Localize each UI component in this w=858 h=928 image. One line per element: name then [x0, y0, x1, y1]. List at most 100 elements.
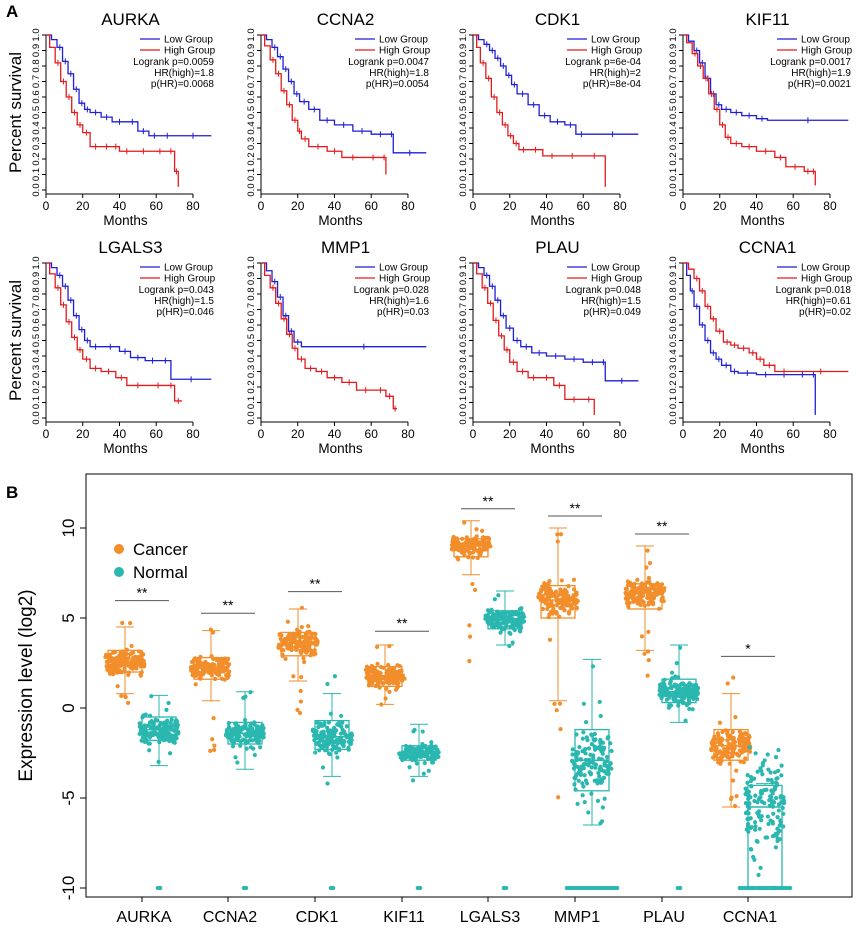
dot	[402, 676, 407, 681]
dot	[320, 765, 326, 770]
dot	[469, 545, 474, 550]
x-tick-label: 20	[503, 199, 517, 213]
dot	[507, 614, 513, 619]
dot	[678, 885, 683, 891]
y-tick-label: 0.8	[458, 287, 469, 300]
dot	[548, 594, 553, 599]
dot	[625, 579, 630, 584]
dot	[420, 729, 425, 734]
y-tick-label: 0.9	[668, 44, 679, 57]
dot	[598, 740, 603, 746]
dot	[687, 681, 692, 686]
x-tick-label: 0	[680, 199, 687, 213]
y-tick-label: 0.7	[31, 75, 42, 88]
km-stat: Logrank p=0.0017	[770, 57, 851, 68]
km-stat: Logrank p=0.0047	[348, 57, 429, 68]
dot	[743, 786, 748, 791]
dot	[681, 686, 686, 691]
legend-label: High Group	[591, 274, 643, 285]
dot	[557, 701, 563, 706]
dot	[419, 754, 424, 759]
dot	[241, 737, 246, 742]
dot	[742, 739, 747, 744]
x-axis-title: Months	[530, 441, 575, 456]
dot	[638, 598, 644, 603]
dot	[734, 768, 739, 773]
dot	[158, 885, 163, 891]
dot	[776, 808, 781, 813]
y-tick-label: 0.8	[246, 59, 257, 72]
dot	[305, 635, 311, 641]
significance-label: **	[570, 500, 581, 516]
dot	[243, 724, 248, 729]
dot	[630, 593, 636, 599]
dot	[283, 656, 288, 661]
dot	[316, 725, 321, 730]
dot	[661, 691, 667, 696]
dot	[599, 779, 604, 784]
dot	[110, 656, 115, 661]
dot	[601, 775, 607, 780]
dot	[777, 828, 782, 833]
dot	[598, 713, 603, 719]
dot	[418, 885, 423, 891]
dot	[474, 527, 479, 532]
y-tick-label: 0.9	[668, 272, 679, 285]
x-tick-label: 0	[470, 427, 477, 441]
dot	[558, 599, 564, 604]
dot	[113, 664, 118, 670]
dot	[570, 759, 575, 764]
dot	[592, 744, 597, 749]
y-tick-label: -10	[59, 876, 78, 901]
dot	[397, 663, 402, 669]
dot	[645, 548, 650, 553]
dot	[759, 788, 764, 794]
dot	[508, 624, 513, 629]
km-plot-mmp1: MMP1 0.0 0.1 0.2 0.3 0.4 0.5 0.6 0.7 0.8 0.9 1.0 0 20…	[246, 238, 431, 456]
dot	[778, 818, 783, 823]
dot	[382, 675, 387, 680]
dot	[126, 661, 131, 667]
dot	[167, 751, 173, 756]
y-tick-label: 1.0	[31, 256, 42, 269]
dot	[604, 754, 610, 760]
dot	[762, 788, 767, 793]
dot	[596, 770, 601, 776]
km-plot-lgals3: LGALS3 0.0 0.1 0.2 0.3 0.4 0.5 0.6 0.7 0.8 0.9 1.0 0…	[6, 238, 216, 456]
dot	[211, 747, 217, 752]
dot	[230, 744, 236, 749]
dot	[244, 746, 249, 751]
dot	[725, 754, 730, 759]
dot	[748, 847, 753, 852]
dot	[642, 603, 647, 608]
km-title: LGALS3	[98, 238, 162, 257]
km-curve-low	[46, 34, 212, 137]
dot	[322, 739, 327, 744]
dot	[576, 778, 581, 783]
dot	[212, 743, 217, 748]
y-tick-label: 0.4	[246, 349, 257, 362]
dot	[769, 788, 774, 793]
y-tick-label: 0.5	[31, 334, 42, 347]
dot	[559, 578, 564, 583]
km-stat: Logrank p=0.048	[566, 285, 642, 296]
km-title: PLAU	[535, 238, 579, 257]
x-tick-label: 20	[713, 199, 727, 213]
dot	[230, 739, 235, 744]
km-title: CDK1	[535, 10, 580, 29]
dot	[387, 679, 393, 684]
panel-label-b: B	[6, 483, 18, 502]
dot	[413, 756, 418, 761]
y-tick-label: 0.6	[668, 318, 679, 331]
dot	[449, 547, 455, 552]
dot	[683, 692, 688, 697]
dot	[558, 532, 564, 537]
dot	[647, 560, 653, 566]
dot	[768, 770, 773, 775]
dot	[765, 752, 770, 757]
dot	[164, 707, 169, 712]
dot	[748, 774, 754, 780]
dot	[571, 577, 577, 582]
dot	[391, 680, 396, 686]
